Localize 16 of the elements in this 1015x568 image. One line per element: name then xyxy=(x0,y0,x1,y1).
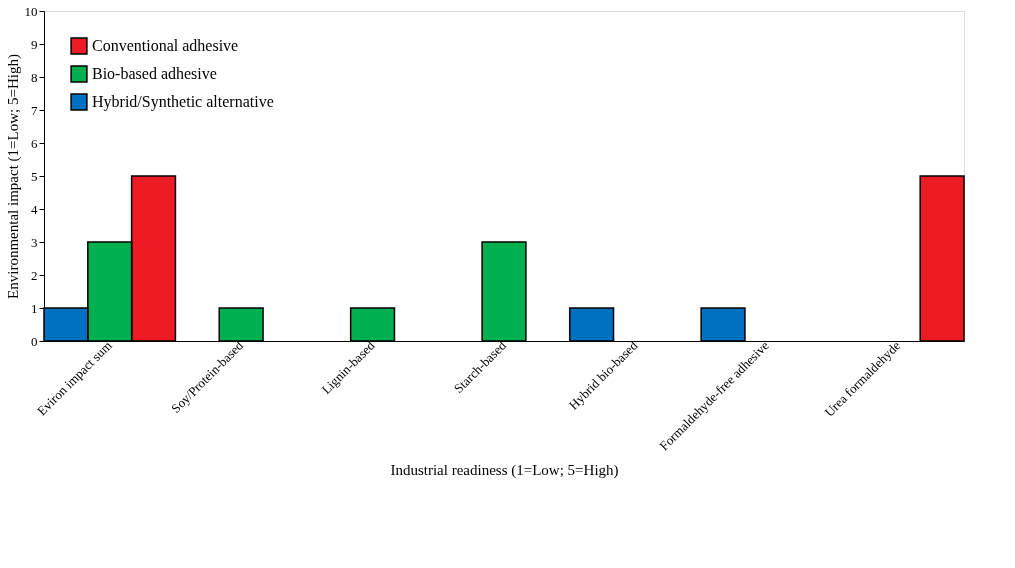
legend-label: Hybrid/Synthetic alternative xyxy=(92,93,274,111)
y-tick-label: 2 xyxy=(31,267,38,283)
legend-label: Bio-based adhesive xyxy=(92,65,217,82)
y-tick-label: 8 xyxy=(31,69,38,85)
y-tick-label: 0 xyxy=(31,333,38,349)
y-axis-title: Environmental impact (1=Low; 5=High) xyxy=(4,54,22,299)
y-tick-label: 3 xyxy=(31,234,38,250)
y-tick-label: 7 xyxy=(31,102,38,118)
y-tick-label: 1 xyxy=(31,300,38,316)
y-tick-label: 5 xyxy=(31,168,38,184)
legend-label: Conventional adhesive xyxy=(92,37,239,54)
y-tick-label: 9 xyxy=(31,36,38,52)
y-tick-label: 6 xyxy=(31,135,38,151)
x-axis-title: Industrial readiness (1=Low; 5=High) xyxy=(390,462,619,480)
y-tick-label: 4 xyxy=(31,201,38,217)
y-tick-label: 10 xyxy=(24,3,38,19)
